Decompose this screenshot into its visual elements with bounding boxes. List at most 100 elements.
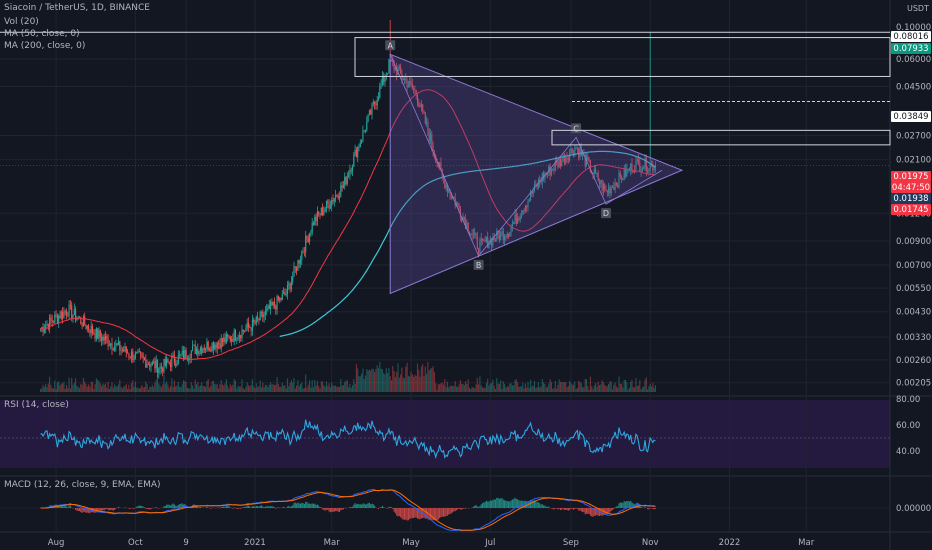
volume-bar xyxy=(150,386,152,392)
candle-body xyxy=(228,336,230,338)
price-label-value: 0.07933 xyxy=(893,44,928,54)
macd-histogram-bar xyxy=(279,507,281,508)
candle-body xyxy=(436,162,438,163)
volume-bar xyxy=(166,381,168,392)
indicator-ma50[interactable]: MA (50, close, 0) xyxy=(4,29,80,39)
candle-body xyxy=(361,140,363,143)
macd-histogram-bar xyxy=(449,508,451,514)
candle-body xyxy=(535,184,537,186)
candle-body xyxy=(241,329,243,339)
macd-histogram-bar xyxy=(501,498,503,508)
macd-histogram-bar xyxy=(296,503,298,508)
macd-histogram-bar xyxy=(97,508,99,512)
volume-bar xyxy=(613,384,615,392)
candle-body xyxy=(50,317,52,321)
volume-bar xyxy=(428,370,430,392)
indicator-volume[interactable]: Vol (20) xyxy=(4,17,39,27)
macd-histogram-bar xyxy=(593,508,595,516)
macd-histogram-bar xyxy=(86,508,88,513)
volume-bar xyxy=(385,368,387,392)
volume-bar xyxy=(418,369,420,392)
volume-bar xyxy=(505,387,507,392)
candle-body xyxy=(372,102,374,104)
candle-body xyxy=(624,168,627,177)
volume-bar xyxy=(376,365,378,392)
volume-bar xyxy=(572,384,575,392)
volume-bar xyxy=(195,384,198,392)
macd-histogram-bar xyxy=(531,500,533,508)
volume-bar xyxy=(527,381,529,392)
volume-bar xyxy=(201,382,203,392)
candle-body xyxy=(164,358,166,366)
volume-bar xyxy=(97,379,99,392)
volume-bar xyxy=(535,387,537,392)
volume-bar xyxy=(338,386,341,392)
indicator-ma200[interactable]: MA (200, close, 0) xyxy=(4,41,86,51)
volume-bar xyxy=(268,384,270,392)
macd-histogram-bar xyxy=(457,508,459,510)
macd-histogram-bar xyxy=(423,508,425,518)
candle-body xyxy=(150,364,152,367)
candle-body xyxy=(518,218,520,220)
volume-bar xyxy=(389,376,391,392)
macd-histogram-bar xyxy=(324,508,326,511)
rsi-label[interactable]: RSI (14, close) xyxy=(4,400,69,410)
candle-body xyxy=(630,163,632,171)
volume-bar xyxy=(618,376,620,392)
macd-histogram-bar xyxy=(494,499,497,508)
macd-histogram-bar xyxy=(644,506,646,508)
volume-bar xyxy=(468,387,471,392)
volume-bar xyxy=(214,384,216,392)
candle-body xyxy=(640,171,642,172)
volume-bar xyxy=(484,387,486,392)
macd-histogram-bar xyxy=(588,508,590,514)
candle-body xyxy=(205,348,207,351)
macd-histogram-bar xyxy=(82,508,84,512)
macd-histogram-bar xyxy=(636,502,638,508)
macd-histogram-bar xyxy=(293,503,295,508)
volume-bar xyxy=(108,389,110,392)
candle-body xyxy=(264,310,266,315)
price-tick-label: 0.00260 xyxy=(896,356,931,366)
candle-body xyxy=(168,362,170,364)
candle-body xyxy=(340,185,342,197)
macd-label[interactable]: MACD (12, 26, close, 9, EMA, EMA) xyxy=(4,480,161,490)
candle-body xyxy=(383,76,385,83)
candle-body xyxy=(54,314,56,323)
volume-bar xyxy=(114,384,116,392)
candle-body xyxy=(155,359,157,369)
macd-histogram-bar xyxy=(504,500,506,508)
candle-body xyxy=(639,162,641,172)
volume-bar xyxy=(544,384,546,392)
volume-bar xyxy=(71,377,73,392)
macd-histogram-bar xyxy=(397,508,399,517)
volume-bar xyxy=(219,384,221,392)
macd-histogram-bar xyxy=(137,505,139,508)
volume-bar xyxy=(362,368,364,392)
macd-histogram-bar xyxy=(199,506,201,508)
time-tick-label: Nov xyxy=(642,538,659,548)
candle-body xyxy=(342,184,344,188)
candle-body xyxy=(617,185,619,188)
macd-histogram-bar xyxy=(532,500,534,508)
candle-body xyxy=(292,276,294,282)
volume-bar xyxy=(576,387,578,392)
candle-body xyxy=(476,236,478,249)
candle-body xyxy=(166,359,168,366)
macd-histogram-bar xyxy=(569,508,571,510)
macd-histogram-bar xyxy=(91,508,94,513)
volume-bar xyxy=(55,389,57,392)
volume-bar xyxy=(609,381,611,392)
volume-bar xyxy=(163,375,165,392)
macd-histogram-bar xyxy=(136,506,138,508)
candle-body xyxy=(401,73,403,79)
macd-histogram-bar xyxy=(69,505,71,508)
macd-histogram-bar xyxy=(574,508,576,510)
macd-histogram-bar xyxy=(452,508,454,513)
volume-bar xyxy=(39,389,42,392)
macd-histogram-bar xyxy=(111,508,113,511)
macd-histogram-bar xyxy=(548,506,550,508)
volume-bar xyxy=(423,376,425,392)
volume-bar xyxy=(401,367,403,392)
